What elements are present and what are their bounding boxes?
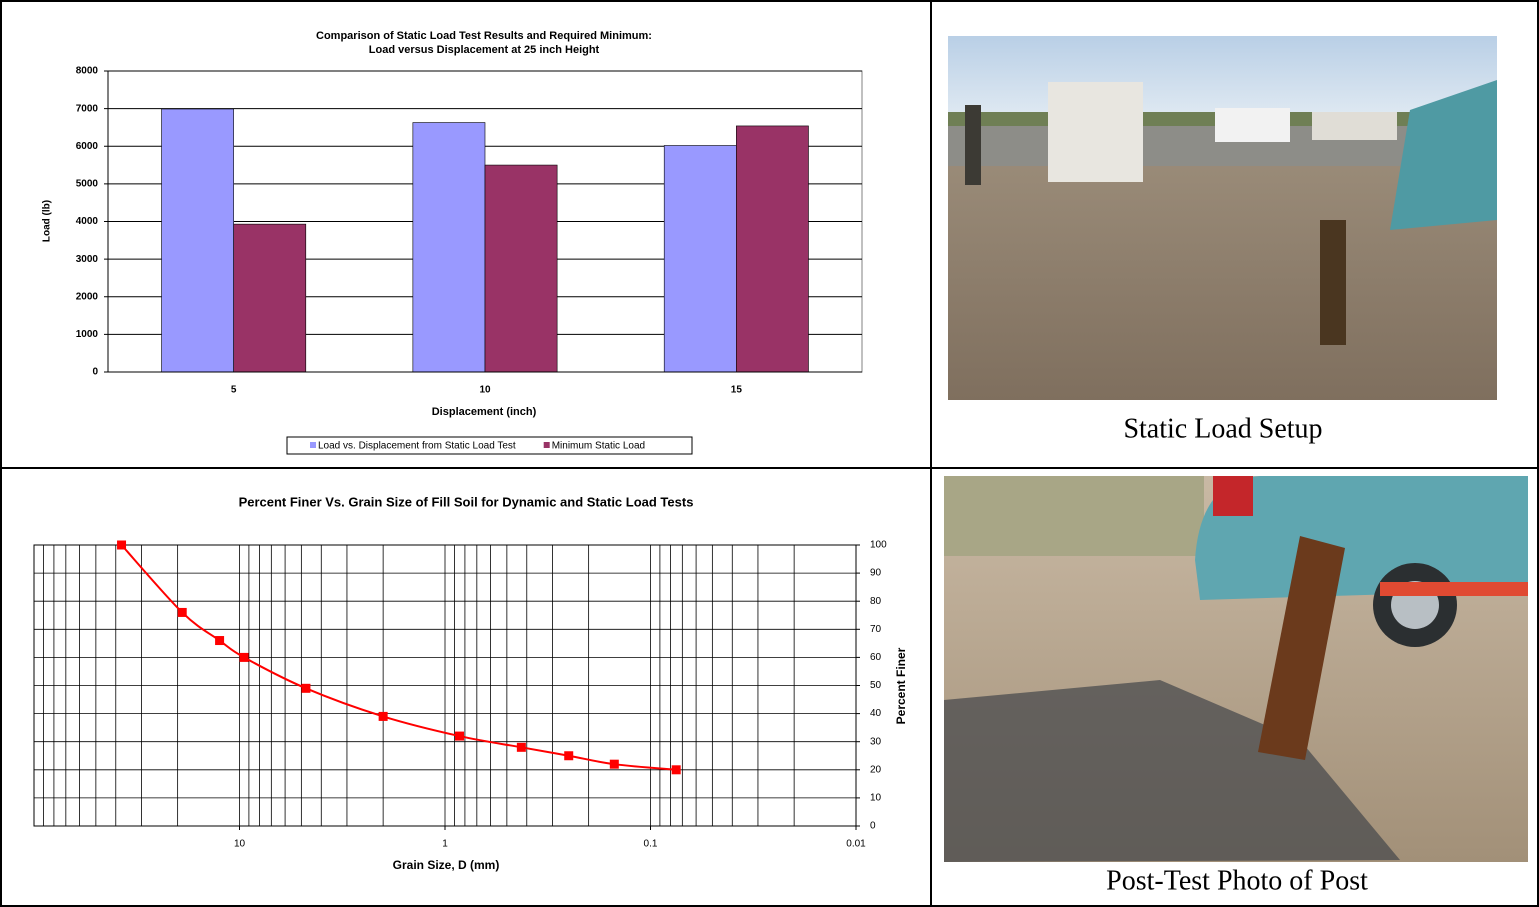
data-point xyxy=(215,636,225,646)
data-point xyxy=(177,607,187,617)
data-point xyxy=(609,759,619,769)
y-tick-label: 4000 xyxy=(76,216,99,227)
y-axis-label: Load (lb) xyxy=(42,200,53,242)
legend-box xyxy=(286,436,693,455)
x-tick-label: 5 xyxy=(231,385,237,396)
data-point xyxy=(378,711,388,721)
bar xyxy=(484,164,558,373)
y-tick-label: 100 xyxy=(870,540,887,551)
legend-label: Load vs. Displacement from Static Load T… xyxy=(318,441,516,452)
y-tick-label: 40 xyxy=(870,708,882,719)
data-point xyxy=(671,765,681,775)
data-point xyxy=(301,683,311,693)
photo xyxy=(948,36,1497,400)
x-tick-label: 0.01 xyxy=(846,839,866,850)
data-point xyxy=(516,742,526,752)
photo xyxy=(944,476,1528,862)
y-tick-label: 0 xyxy=(92,367,98,378)
y-tick-label: 7000 xyxy=(76,103,99,114)
legend-swatch xyxy=(310,442,316,448)
x-tick-label: 1 xyxy=(442,839,448,850)
chart-title: Comparison of Static Load Test Results a… xyxy=(316,30,652,42)
x-tick-label: 10 xyxy=(234,839,246,850)
y-tick-label: 2000 xyxy=(76,291,99,302)
legend-label: Minimum Static Load xyxy=(552,441,645,452)
y-tick-label: 30 xyxy=(870,736,882,747)
data-line xyxy=(120,544,677,771)
y-tick-label: 80 xyxy=(870,596,882,607)
chart-title: Percent Finer Vs. Grain Size of Fill Soi… xyxy=(239,494,694,509)
data-point xyxy=(239,652,249,662)
photo-caption: Static Load Setup xyxy=(1123,413,1322,444)
y-axis-label: Percent Finer xyxy=(894,647,908,724)
y-tick-label: 5000 xyxy=(76,179,99,190)
x-tick-label: 15 xyxy=(731,385,743,396)
x-axis-label: Displacement (inch) xyxy=(432,406,537,418)
photo-caption: Post-Test Photo of Post xyxy=(1106,865,1368,896)
legend-swatch xyxy=(543,442,550,448)
bar xyxy=(663,145,737,373)
data-point xyxy=(564,751,574,761)
bar xyxy=(233,223,307,373)
y-tick-label: 50 xyxy=(870,680,882,691)
y-tick-label: 60 xyxy=(870,652,882,663)
y-tick-label: 90 xyxy=(870,568,882,579)
y-tick-label: 70 xyxy=(870,624,882,635)
bar xyxy=(412,122,486,373)
x-axis-label: Grain Size, D (mm) xyxy=(393,858,500,872)
bar xyxy=(161,108,234,373)
x-tick-label: 0.1 xyxy=(644,839,658,850)
y-tick-label: 0 xyxy=(870,821,876,832)
data-point xyxy=(117,540,127,550)
y-tick-label: 6000 xyxy=(76,141,99,152)
y-tick-label: 20 xyxy=(870,764,882,775)
data-point xyxy=(455,731,465,741)
y-tick-label: 10 xyxy=(870,793,882,804)
chart-subtitle: Load versus Displacement at 25 inch Heig… xyxy=(369,44,600,56)
y-tick-label: 8000 xyxy=(76,66,99,77)
x-tick-label: 10 xyxy=(479,385,491,396)
y-tick-label: 1000 xyxy=(76,329,99,340)
y-tick-label: 3000 xyxy=(76,254,99,265)
bar xyxy=(736,125,809,373)
